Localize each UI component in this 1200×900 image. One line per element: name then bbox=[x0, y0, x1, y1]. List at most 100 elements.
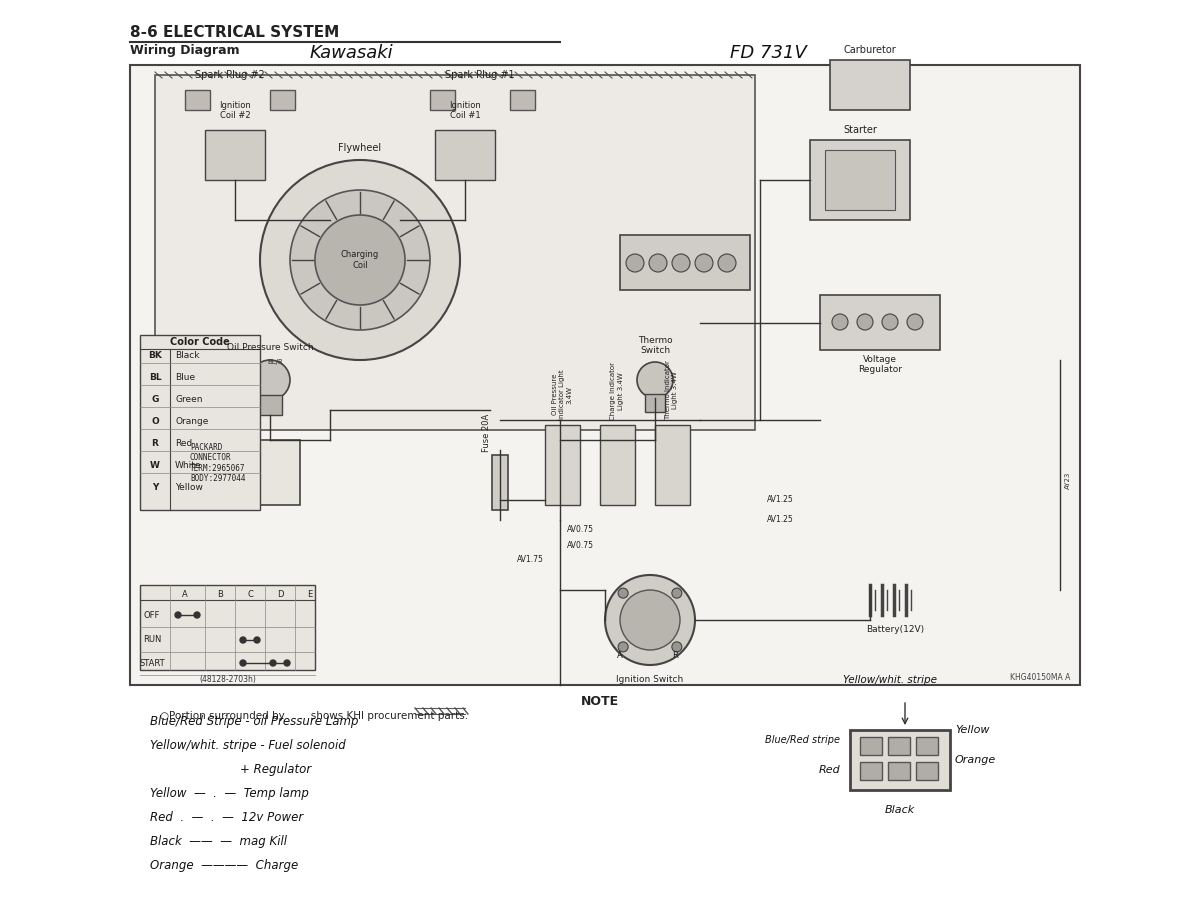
Circle shape bbox=[649, 254, 667, 272]
Bar bbox=[430, 90, 455, 110]
Text: FD 731V: FD 731V bbox=[730, 44, 806, 62]
Bar bbox=[830, 60, 910, 110]
Text: Thermo
Switch: Thermo Switch bbox=[637, 336, 672, 355]
Bar bbox=[185, 90, 210, 110]
Circle shape bbox=[882, 314, 898, 330]
Bar bbox=[270, 90, 295, 110]
Text: AY23: AY23 bbox=[1066, 472, 1072, 489]
Text: G: G bbox=[151, 394, 158, 403]
Bar bbox=[916, 762, 938, 780]
Text: Blue: Blue bbox=[175, 373, 196, 382]
Text: Battery(12V): Battery(12V) bbox=[866, 625, 924, 634]
Text: AV0.75: AV0.75 bbox=[566, 541, 594, 550]
Text: Fuse 20A: Fuse 20A bbox=[482, 414, 491, 452]
Bar bbox=[860, 737, 882, 755]
Bar bbox=[185, 440, 300, 505]
Text: Carburetor: Carburetor bbox=[844, 45, 896, 55]
Text: BK: BK bbox=[148, 350, 162, 359]
Bar bbox=[205, 130, 265, 180]
Circle shape bbox=[314, 215, 406, 305]
Text: KHG40150MA A: KHG40150MA A bbox=[1009, 673, 1070, 682]
Text: BL/R: BL/R bbox=[268, 359, 283, 365]
Text: D: D bbox=[277, 590, 283, 599]
Circle shape bbox=[284, 660, 290, 666]
Circle shape bbox=[290, 190, 430, 330]
Circle shape bbox=[672, 254, 690, 272]
Bar bbox=[860, 762, 882, 780]
Circle shape bbox=[618, 588, 628, 598]
Text: BL: BL bbox=[149, 373, 161, 382]
Bar bbox=[130, 65, 1080, 685]
Circle shape bbox=[672, 588, 682, 598]
Text: Red  .  —  .  —  12v Power: Red . — . — 12v Power bbox=[150, 811, 304, 824]
Text: Orange  ————  Charge: Orange ———— Charge bbox=[150, 859, 299, 872]
Text: Yellow: Yellow bbox=[175, 482, 203, 491]
Circle shape bbox=[240, 637, 246, 643]
Circle shape bbox=[637, 362, 673, 398]
Text: Y: Y bbox=[152, 482, 158, 491]
Bar bbox=[888, 737, 910, 755]
Text: Wiring Diagram: Wiring Diagram bbox=[130, 44, 240, 57]
Text: Kawasaki: Kawasaki bbox=[310, 44, 394, 62]
Text: Ignition
Coil #1: Ignition Coil #1 bbox=[449, 101, 481, 120]
Bar bbox=[646, 394, 665, 412]
Bar bbox=[655, 425, 690, 505]
Text: Spark Plug #2: Spark Plug #2 bbox=[196, 70, 265, 80]
Text: RUN: RUN bbox=[143, 635, 161, 644]
Text: Black  ——  —  mag Kill: Black —— — mag Kill bbox=[150, 835, 287, 848]
Text: START: START bbox=[139, 659, 164, 668]
Text: Yellow/whit. stripe - Fuel solenoid: Yellow/whit. stripe - Fuel solenoid bbox=[150, 739, 346, 752]
Circle shape bbox=[240, 660, 246, 666]
Text: W: W bbox=[150, 461, 160, 470]
Text: NOTE: NOTE bbox=[581, 695, 619, 708]
Bar bbox=[888, 762, 910, 780]
Text: Yellow  —  .  —  Temp lamp: Yellow — . — Temp lamp bbox=[150, 787, 308, 800]
Circle shape bbox=[907, 314, 923, 330]
Circle shape bbox=[175, 612, 181, 618]
Text: B: B bbox=[217, 590, 223, 599]
Circle shape bbox=[260, 160, 460, 360]
Text: C: C bbox=[247, 590, 253, 599]
Text: 8-6 ELECTRICAL SYSTEM: 8-6 ELECTRICAL SYSTEM bbox=[130, 25, 340, 40]
Text: Black: Black bbox=[884, 805, 916, 815]
Bar bbox=[620, 235, 750, 290]
Text: Yellow/whit. stripe: Yellow/whit. stripe bbox=[842, 675, 937, 685]
Text: Charge Indicator
Light 3.4W: Charge Indicator Light 3.4W bbox=[611, 362, 624, 420]
Circle shape bbox=[605, 575, 695, 665]
Circle shape bbox=[254, 637, 260, 643]
Bar bbox=[492, 455, 508, 510]
Circle shape bbox=[618, 642, 628, 652]
Circle shape bbox=[250, 360, 290, 400]
Bar bbox=[436, 130, 496, 180]
Text: AV1.25: AV1.25 bbox=[767, 516, 793, 525]
Text: AV0.75: AV0.75 bbox=[566, 526, 594, 535]
Bar bbox=[850, 730, 950, 790]
Circle shape bbox=[832, 314, 848, 330]
Text: O: O bbox=[151, 417, 158, 426]
Text: Oil Pressure
Indicator Light
3.4W: Oil Pressure Indicator Light 3.4W bbox=[552, 369, 572, 420]
Bar bbox=[810, 140, 910, 220]
Bar bbox=[545, 425, 580, 505]
Text: Blue/Red Stripe - oil Pressure Lamp: Blue/Red Stripe - oil Pressure Lamp bbox=[150, 715, 359, 728]
Text: Charging
Coil: Charging Coil bbox=[341, 250, 379, 270]
Bar bbox=[600, 425, 635, 505]
Bar bbox=[510, 90, 535, 110]
Text: Red: Red bbox=[175, 438, 192, 447]
Text: Voltage
Regulator: Voltage Regulator bbox=[858, 355, 902, 374]
Text: Ignition Switch: Ignition Switch bbox=[617, 675, 684, 684]
Text: Green: Green bbox=[175, 394, 203, 403]
Circle shape bbox=[857, 314, 874, 330]
Circle shape bbox=[718, 254, 736, 272]
Text: A: A bbox=[617, 651, 623, 660]
Text: Oil Pressure Switch: Oil Pressure Switch bbox=[227, 343, 313, 352]
Circle shape bbox=[626, 254, 644, 272]
Text: E: E bbox=[307, 590, 313, 599]
Bar bbox=[140, 335, 260, 510]
Bar bbox=[916, 737, 938, 755]
Text: ○Portion surrounded by        shows KHI procurement parts.: ○Portion surrounded by shows KHI procure… bbox=[160, 711, 468, 721]
Text: Yellow: Yellow bbox=[955, 725, 990, 735]
Text: R: R bbox=[672, 651, 678, 660]
Circle shape bbox=[270, 660, 276, 666]
Text: Thermo Indicator
Light 3.4W: Thermo Indicator Light 3.4W bbox=[666, 360, 678, 420]
Text: R: R bbox=[151, 438, 158, 447]
